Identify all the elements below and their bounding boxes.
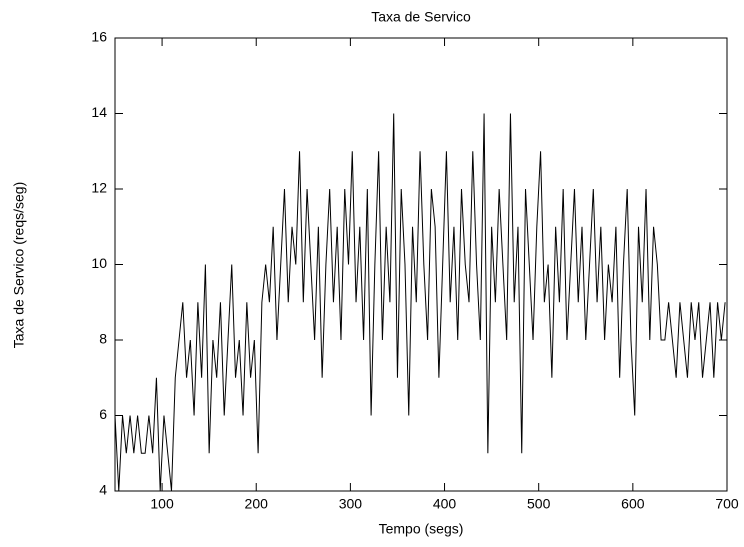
plot-frame [114, 37, 728, 492]
y-tick-label: 8 [99, 331, 107, 347]
y-tick-label: 14 [91, 104, 107, 120]
data-line [114, 113, 726, 492]
y-axis-label: Taxa de Servico (reqs/seg) [11, 182, 27, 349]
x-tick-label: 300 [339, 496, 363, 512]
x-tick-label: 500 [527, 496, 551, 512]
y-tick-label: 10 [91, 255, 107, 271]
x-tick-label: 600 [621, 496, 645, 512]
y-tick-label: 6 [99, 406, 107, 422]
x-tick-label: 200 [245, 496, 269, 512]
x-tick-label: 100 [150, 496, 174, 512]
y-tick-label: 16 [91, 29, 107, 45]
x-axis-label: Tempo (segs) [379, 521, 464, 537]
chart-title: Taxa de Servico [371, 9, 471, 25]
x-tick-label: 400 [433, 496, 457, 512]
x-tick-label: 700 [715, 496, 739, 512]
y-tick-label: 4 [99, 482, 107, 498]
y-tick-label: 12 [91, 180, 107, 196]
